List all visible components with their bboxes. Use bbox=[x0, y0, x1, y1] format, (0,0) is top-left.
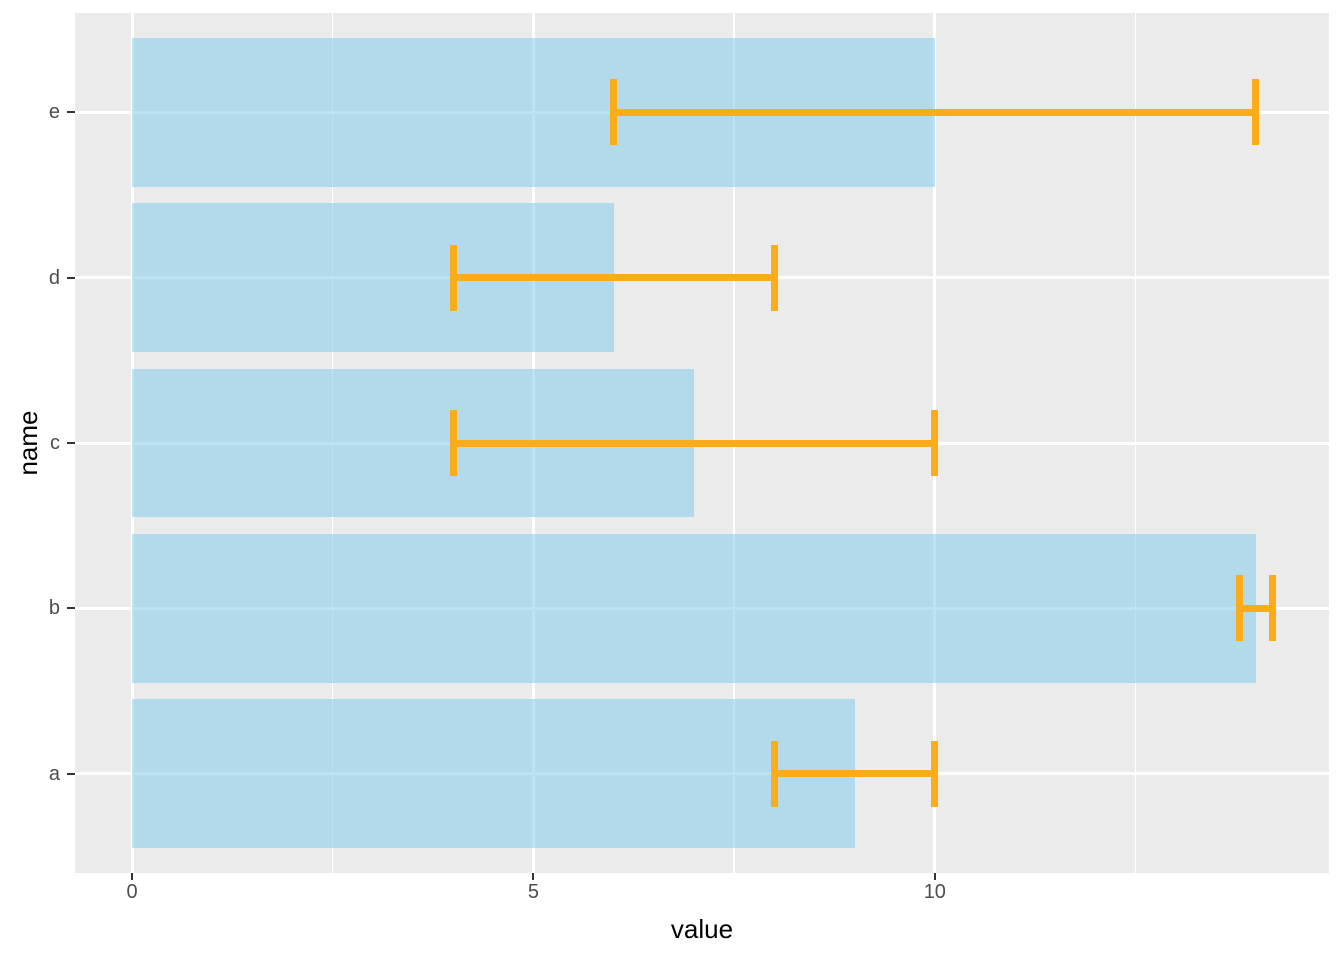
errorbar-whisker-d-high bbox=[770, 244, 778, 311]
y-axis-tick-c bbox=[67, 442, 75, 444]
bar-a bbox=[132, 699, 855, 849]
errorbar-whisker-e-high bbox=[1252, 79, 1260, 146]
errorbar-line-d bbox=[453, 274, 775, 282]
errorbar-whisker-e-low bbox=[610, 79, 618, 146]
errorbar-whisker-a-low bbox=[770, 740, 778, 807]
x-axis-tick-label-10: 10 bbox=[923, 881, 946, 903]
errorbar-whisker-b-low bbox=[1236, 575, 1244, 642]
x-axis-title: value bbox=[670, 914, 734, 944]
y-axis-tick-label-c: c bbox=[50, 432, 60, 454]
errorbar-whisker-c-low bbox=[449, 409, 457, 477]
y-axis-title: name bbox=[13, 410, 43, 476]
y-axis-tick-e bbox=[67, 111, 75, 114]
x-axis-tick-0 bbox=[131, 873, 133, 880]
errorbar-line-b bbox=[1239, 604, 1272, 612]
errorbar-line-c bbox=[453, 439, 935, 447]
bar-b bbox=[132, 533, 1256, 683]
y-axis-tick-label-d: d bbox=[48, 266, 60, 289]
errorbar-line-a bbox=[774, 770, 935, 778]
x-axis-tick-label-5: 5 bbox=[527, 881, 539, 903]
y-axis-tick-label-a: a bbox=[48, 762, 60, 785]
y-axis-tick-a bbox=[67, 772, 75, 775]
errorbar-line-e bbox=[613, 108, 1256, 116]
plot-panel bbox=[75, 13, 1329, 873]
errorbar-whisker-d-low bbox=[449, 244, 457, 311]
errorbar-whisker-b-high bbox=[1268, 575, 1276, 642]
x-axis-tick-label-0: 0 bbox=[126, 881, 138, 903]
errorbar-whisker-c-high bbox=[931, 409, 939, 477]
y-axis-tick-d bbox=[67, 276, 75, 279]
errorbar-layer bbox=[75, 13, 1329, 873]
y-axis-tick-b bbox=[67, 607, 75, 610]
errorbar-whisker-a-high bbox=[931, 740, 939, 807]
x-axis-tick-10 bbox=[933, 873, 936, 880]
y-axis-tick-label-b: b bbox=[48, 597, 60, 620]
y-axis-tick-label-e: e bbox=[48, 101, 60, 124]
bar-layer bbox=[75, 13, 1329, 873]
x-axis-tick-5 bbox=[532, 873, 535, 880]
